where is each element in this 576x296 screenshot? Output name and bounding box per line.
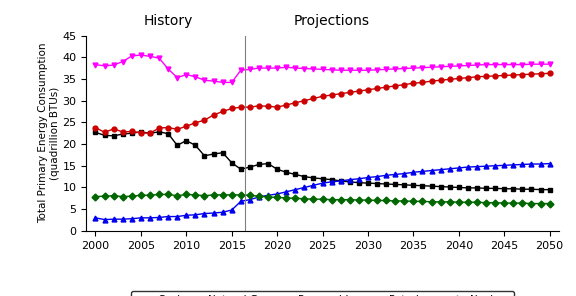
Natural Gas (201, 118, 208, 122)
Natural Gas (146, 131, 153, 135)
Petroleum (92, 63, 99, 66)
Nuclear (537, 202, 544, 205)
Natural Gas (537, 72, 544, 75)
Renewables (101, 218, 108, 221)
Nuclear (156, 193, 162, 196)
Renewables (537, 162, 544, 166)
Coal (528, 187, 535, 191)
Natural Gas (247, 105, 253, 109)
Petroleum (201, 78, 208, 82)
Nuclear (92, 195, 99, 198)
Nuclear (528, 202, 535, 205)
Renewables (546, 162, 553, 165)
Renewables (247, 198, 253, 201)
Petroleum (410, 66, 417, 70)
Renewables (428, 169, 435, 172)
Renewables (92, 216, 99, 220)
Nuclear (428, 200, 435, 204)
Coal (401, 183, 408, 187)
Renewables (237, 200, 244, 203)
Nuclear (546, 202, 553, 205)
Line: Coal: Coal (93, 129, 552, 192)
Coal (537, 188, 544, 192)
Coal (92, 131, 99, 134)
Line: Natural Gas: Natural Gas (93, 71, 552, 136)
Petroleum (138, 53, 145, 57)
Petroleum (546, 62, 553, 66)
Line: Nuclear: Nuclear (93, 192, 552, 206)
Natural Gas (92, 126, 99, 129)
Line: Renewables: Renewables (93, 161, 552, 222)
Petroleum (537, 62, 544, 66)
Renewables (201, 212, 208, 215)
Coal (138, 130, 145, 134)
Coal (428, 184, 435, 188)
Nuclear (401, 199, 408, 203)
Legend: Coal, Natural Gas, Renewables, Petroleum, Nuclear: Coal, Natural Gas, Renewables, Petroleum… (131, 291, 514, 296)
Natural Gas (237, 105, 244, 109)
Petroleum (247, 67, 253, 71)
Line: Petroleum: Petroleum (93, 53, 552, 85)
Text: History: History (143, 14, 193, 28)
Petroleum (219, 81, 226, 84)
Y-axis label: Total Primary Energy Consumption
(quadrillion BTUs): Total Primary Energy Consumption (quadri… (38, 43, 60, 223)
Natural Gas (546, 72, 553, 75)
Coal (237, 168, 244, 171)
Nuclear (237, 193, 244, 197)
Nuclear (247, 194, 253, 197)
Coal (546, 188, 553, 192)
Natural Gas (428, 79, 435, 83)
Petroleum (256, 66, 263, 70)
Natural Gas (401, 83, 408, 86)
Petroleum (437, 65, 444, 69)
Nuclear (201, 194, 208, 197)
Text: Projections: Projections (294, 14, 370, 28)
Coal (247, 165, 253, 169)
Coal (201, 154, 208, 157)
Renewables (401, 172, 408, 175)
